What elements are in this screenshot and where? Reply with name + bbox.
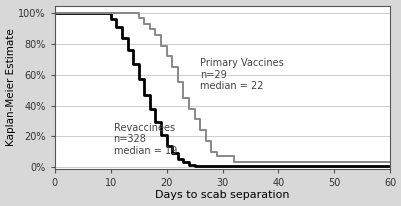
Text: Revaccinees
n=328
median = 19: Revaccinees n=328 median = 19 [113, 123, 176, 156]
X-axis label: Days to scab separation: Days to scab separation [155, 190, 289, 200]
Y-axis label: Kaplan-Meier Estimate: Kaplan-Meier Estimate [6, 28, 16, 146]
Text: Primary Vaccines
n=29
median = 22: Primary Vaccines n=29 median = 22 [200, 58, 283, 91]
